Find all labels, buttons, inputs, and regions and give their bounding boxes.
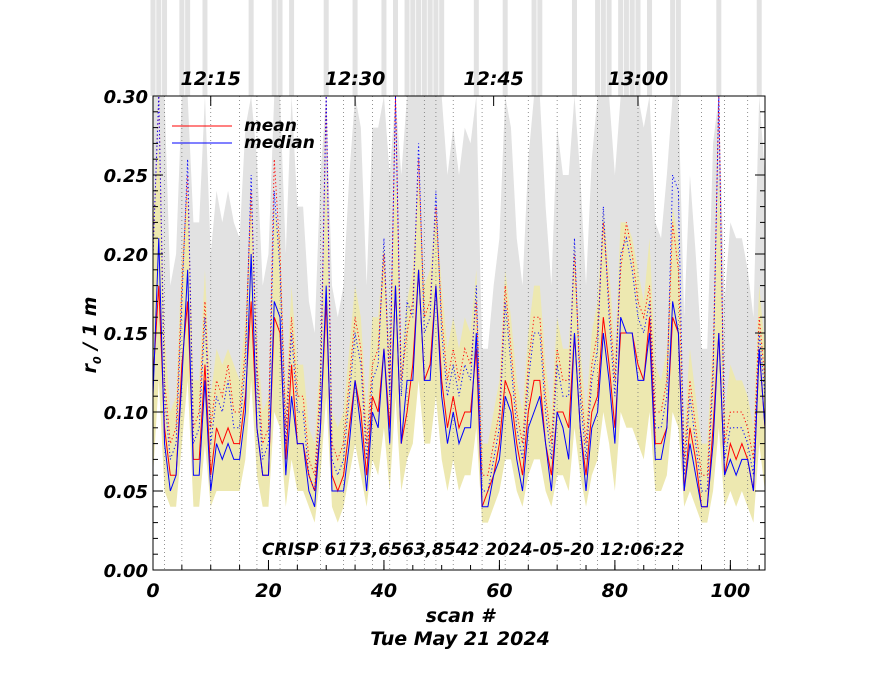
band-grey-overflow <box>502 0 508 96</box>
band-grey-overflow <box>202 0 208 96</box>
band-grey-overflow <box>150 0 156 96</box>
band-grey-overflow <box>392 0 398 96</box>
band-grey-overflow <box>352 0 358 96</box>
band-grey-overflow <box>271 0 277 96</box>
legend: mean median <box>172 116 315 153</box>
axis-ticks <box>152 95 765 571</box>
time-tick-label: 12:45 <box>463 68 523 90</box>
band-grey-overflow <box>571 0 577 96</box>
band-grey-overflow <box>179 0 185 96</box>
band-grey-overflow <box>410 0 416 96</box>
x-tick-label: 20 <box>255 580 281 602</box>
y-tick-label: 0.30 <box>104 87 148 108</box>
band-grey-overflow <box>600 0 606 96</box>
legend-label-median: median <box>244 133 315 153</box>
band-grey-overflow <box>433 0 439 96</box>
band-grey-overflow <box>381 0 387 96</box>
x-tick-label: 80 <box>602 580 628 602</box>
x-tick-label: 40 <box>370 580 397 602</box>
band-grey-overflow <box>156 0 162 96</box>
band-grey-overflow <box>439 0 445 96</box>
band-grey-overflow <box>421 0 427 96</box>
time-tick-label: 13:00 <box>608 68 668 90</box>
band-grey-overflow <box>537 0 543 96</box>
y-tick-label: 0.05 <box>104 482 148 503</box>
band-grey-overflow <box>162 0 168 96</box>
x-tick-label: 0 <box>146 580 159 602</box>
band-grey-overflow <box>635 0 641 96</box>
band-grey-overflow <box>277 0 283 96</box>
annotation-label: CRISP 6173,6563,8542 2024-05-20 12:06:22 <box>262 540 685 560</box>
band-grey-overflow <box>473 0 479 96</box>
y-tick-label: 0.20 <box>104 245 148 266</box>
band-grey-overflow <box>427 0 433 96</box>
band-grey-overflow <box>623 0 629 96</box>
band-grey-overflow <box>675 0 681 96</box>
band-grey-overflow <box>618 0 624 96</box>
y-axis-title-rest: / 1 m <box>79 297 101 357</box>
band-grey <box>153 96 765 460</box>
legend-label-mean: mean <box>244 116 297 136</box>
band-grey-overflow <box>606 0 612 96</box>
series-mean <box>152 269 766 508</box>
date-label: Tue May 21 2024 <box>370 628 550 650</box>
y-axis-title-main: r <box>79 362 101 373</box>
band-grey-overflow <box>716 0 722 96</box>
band-grey-overflow <box>416 0 422 96</box>
series-median-dotted- <box>152 95 766 492</box>
series-median <box>152 238 766 508</box>
y-axis-title-sub: 0 <box>91 356 104 364</box>
x-tick-label: 100 <box>711 580 751 602</box>
x-tick-label: 60 <box>486 580 512 602</box>
y-axis-title: r0 / 1 m <box>79 297 104 374</box>
band-grey-overflow <box>647 0 653 96</box>
time-tick-label: 12:15 <box>180 68 240 90</box>
time-tick-label: 12:30 <box>325 68 385 90</box>
scan-boundaries <box>164 96 749 570</box>
band-grey-overflow <box>404 0 410 96</box>
x-axis-title: scan # <box>426 605 497 627</box>
data-series <box>152 95 766 508</box>
y-tick-label: 0.25 <box>104 166 148 187</box>
band-grey-overflow <box>756 0 762 96</box>
band-grey-overflow <box>248 0 254 96</box>
band-yellow <box>153 143 765 523</box>
spread-bands <box>150 0 765 523</box>
y-tick-label: 0.10 <box>104 403 148 424</box>
band-grey-overflow <box>629 0 635 96</box>
y-tick-label: 0.00 <box>104 561 148 582</box>
band-grey-overflow <box>531 0 537 96</box>
band-grey-overflow <box>323 0 329 96</box>
axis-labels: 0.00 0.05 0.10 0.15 0.20 0.25 0.30 0 20 40 60 80 100… <box>104 68 751 602</box>
band-grey-overflow <box>670 0 676 96</box>
y-tick-label: 0.15 <box>104 324 148 345</box>
band-grey-overflow <box>289 0 295 96</box>
band-grey-overflow <box>595 0 601 96</box>
band-grey-overflow <box>185 0 191 96</box>
